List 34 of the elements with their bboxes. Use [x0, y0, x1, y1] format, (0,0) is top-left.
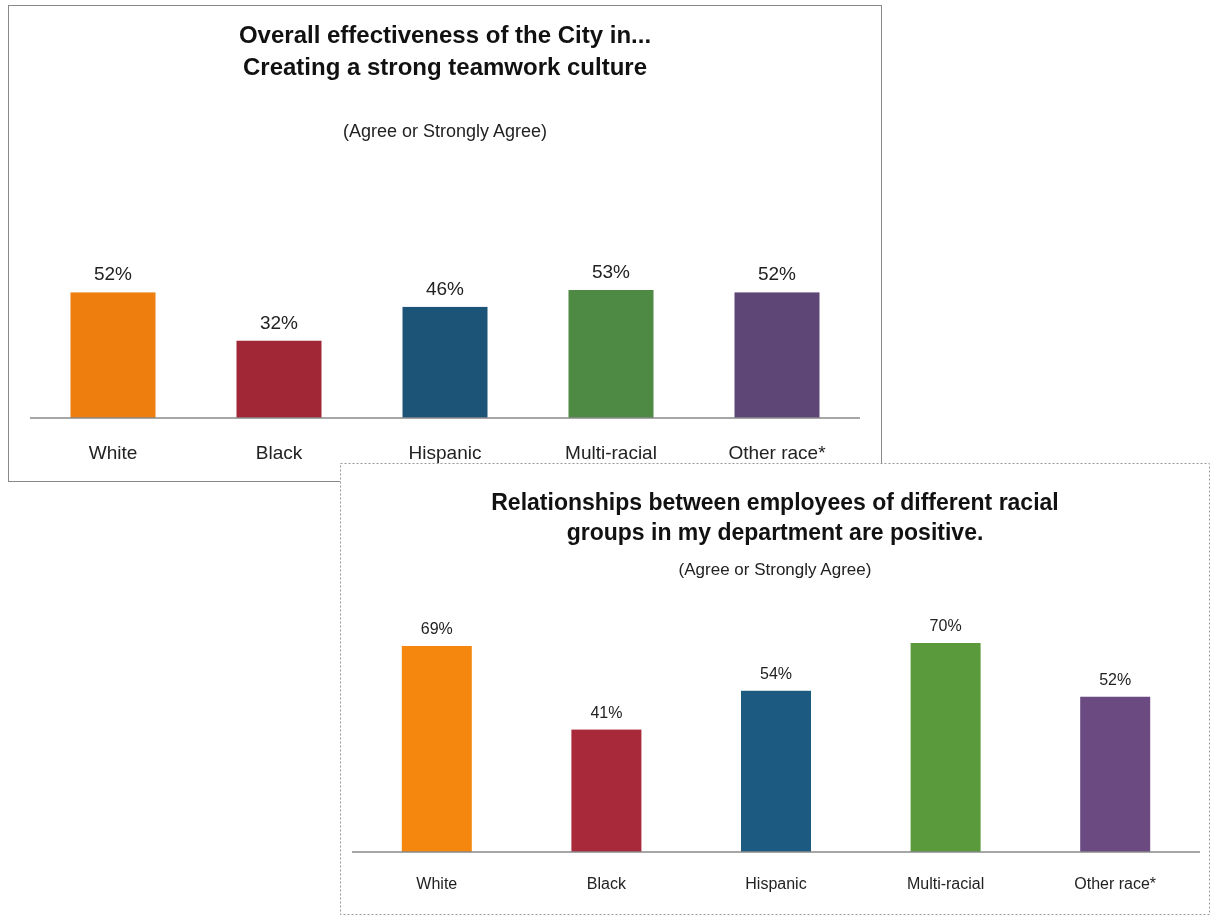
x-tick-label: White: [416, 875, 458, 892]
chart-title: Overall effectiveness of the City in... Creating a strong teamwork culture: [238, 21, 652, 80]
bar: [741, 690, 811, 852]
data-label: 41%: [590, 703, 623, 721]
x-tick-label: Multi-racial: [906, 875, 985, 892]
chart-subtitle: (Agree or Strongly Agree): [678, 560, 872, 579]
x-tick-label: Multi-racial: [565, 442, 657, 463]
x-tick-label: Other race*: [1074, 875, 1157, 892]
data-label: 52%: [757, 263, 797, 285]
x-tick-label: Hispanic: [745, 875, 807, 892]
data-label: 54%: [759, 664, 793, 682]
x-tick-label: Other race*: [728, 442, 827, 463]
data-label: 52%: [1099, 670, 1132, 688]
x-tick-label: Hispanic: [408, 442, 482, 463]
data-label: 46%: [425, 277, 465, 299]
data-label: 52%: [93, 263, 133, 285]
chart-subtitle: (Agree or Strongly Agree): [342, 121, 548, 141]
bar: [1080, 696, 1151, 852]
x-tick-label: White: [88, 442, 138, 463]
bar: [401, 645, 472, 852]
data-label: 70%: [929, 617, 962, 634]
bar: [571, 729, 642, 852]
x-tick-label: Black: [586, 875, 627, 892]
bar: [568, 290, 654, 418]
bar: [70, 292, 156, 418]
bar: [402, 306, 488, 418]
x-tick-label: Black: [255, 442, 303, 463]
chart-title: Relationships between employees of different racial groups in my department are positive.: [491, 489, 1059, 545]
bar: [236, 340, 322, 418]
bar: [910, 643, 981, 852]
data-label: 32%: [259, 311, 299, 333]
data-label: 53%: [591, 261, 631, 282]
bar: [734, 292, 820, 418]
data-label: 69%: [420, 619, 453, 637]
